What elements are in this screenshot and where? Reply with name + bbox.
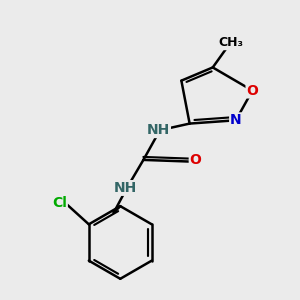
Text: NH: NH	[147, 123, 170, 137]
Text: Cl: Cl	[52, 196, 67, 210]
Text: N: N	[230, 113, 242, 127]
Text: O: O	[246, 84, 258, 98]
Text: NH: NH	[114, 181, 137, 195]
Text: O: O	[190, 153, 202, 167]
Text: CH₃: CH₃	[218, 36, 243, 49]
